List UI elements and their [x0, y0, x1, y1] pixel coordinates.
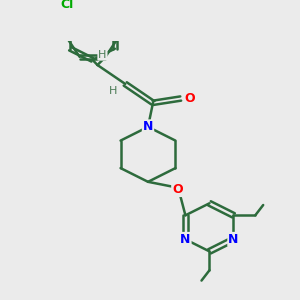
Text: N: N [143, 120, 153, 134]
Text: H: H [109, 86, 118, 96]
Text: Cl: Cl [61, 0, 74, 11]
Text: O: O [172, 183, 183, 196]
Text: N: N [180, 233, 190, 246]
Text: H: H [98, 50, 106, 60]
Text: N: N [228, 233, 239, 246]
Text: O: O [184, 92, 195, 105]
